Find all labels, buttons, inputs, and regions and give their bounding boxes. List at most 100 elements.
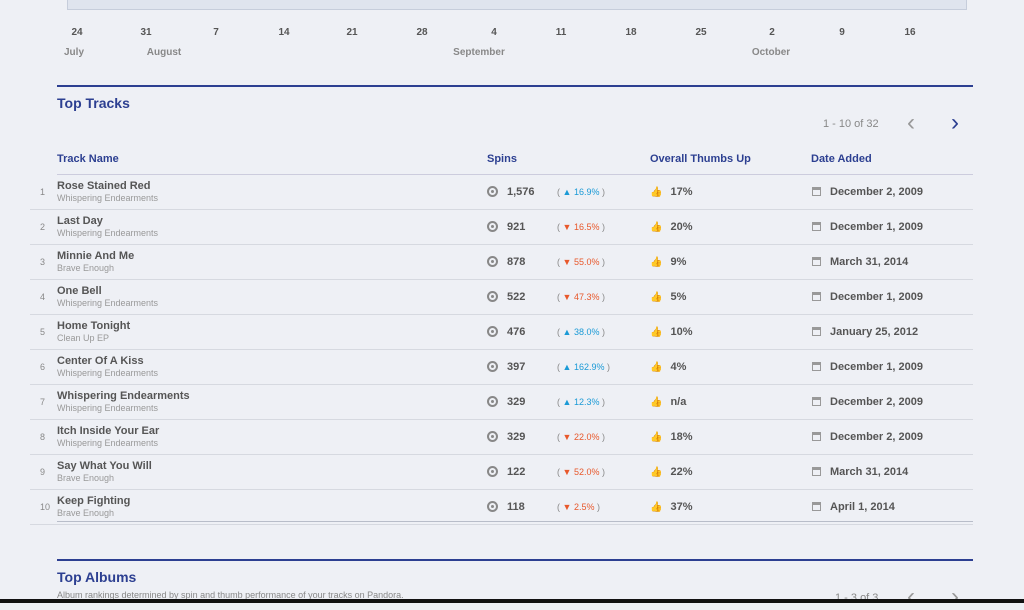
thumbs-value: n/a [670, 396, 687, 408]
track-cell: Itch Inside Your Ear Whispering Endearmen… [57, 419, 487, 455]
calendar-icon [812, 292, 821, 301]
top-tracks-table: 1 Rose Stained Red Whispering Endearments 1… [30, 175, 973, 525]
spin-disc-icon [487, 291, 498, 302]
track-cell: Keep Fighting Brave Enough [57, 489, 487, 525]
timeline-month: October [751, 47, 791, 58]
up-arrow-icon: ▲ [562, 187, 572, 197]
track-title[interactable]: Last Day [57, 215, 103, 227]
spin-count: 1,576 [507, 186, 535, 198]
thumbs-cell: 👍 n/a [650, 384, 812, 420]
spin-count: 118 [507, 501, 525, 513]
track-title[interactable]: One Bell [57, 285, 102, 297]
date-cell: December 1, 2009 [812, 209, 973, 245]
track-rank: 4 [30, 279, 57, 315]
thumbs-value: 18% [670, 431, 693, 443]
track-title[interactable]: Keep Fighting [57, 495, 131, 507]
track-rank: 7 [30, 384, 57, 420]
track-album: Whispering Endearments [57, 403, 159, 413]
down-arrow-icon: ▼ [562, 432, 572, 442]
col-spins[interactable]: Spins [487, 153, 517, 165]
track-rank: 5 [30, 314, 57, 350]
thumbs-cell: 👍 17% [650, 175, 812, 210]
track-title[interactable]: Center Of A Kiss [57, 355, 144, 367]
track-album: Whispering Endearments [57, 368, 159, 378]
track-rank: 9 [30, 454, 57, 490]
albums-prev-page-icon[interactable]: ‹ [907, 583, 915, 610]
track-title[interactable]: Say What You Will [57, 460, 152, 472]
track-cell: One Bell Whispering Endearments [57, 279, 487, 315]
up-arrow-icon: ▲ [562, 397, 572, 407]
spins-cell: 397 [487, 349, 557, 385]
thumbs-up-icon: 👍 [650, 187, 663, 198]
table-row: 10 Keep Fighting Brave Enough 118 ( ▼ 2.5% )… [30, 489, 973, 525]
thumbs-cell: 👍 37% [650, 489, 812, 525]
next-page-icon[interactable]: › [951, 109, 959, 136]
timeline-tick: 4 [491, 27, 497, 38]
spin-change: ( ▼ 55.0% ) [557, 244, 650, 280]
timeline-tick: 14 [278, 27, 290, 38]
albums-next-page-icon[interactable]: › [951, 583, 959, 610]
track-cell: Center Of A Kiss Whispering Endearments [57, 349, 487, 385]
spin-count: 522 [507, 291, 526, 303]
calendar-icon [812, 257, 821, 266]
calendar-icon [812, 502, 821, 511]
date-added-value: December 1, 2009 [830, 361, 923, 373]
thumbs-cell: 👍 4% [650, 349, 812, 385]
track-title[interactable]: Whispering Endearments [57, 390, 190, 402]
timeline-tick: 31 [140, 27, 152, 38]
spin-disc-icon [487, 256, 498, 267]
thumbs-up-icon: 👍 [650, 257, 663, 268]
col-thumbs-up[interactable]: Overall Thumbs Up [650, 153, 751, 165]
track-album: Whispering Endearments [57, 228, 159, 238]
thumbs-value: 20% [670, 221, 693, 233]
spins-cell: 329 [487, 419, 557, 455]
track-rank: 8 [30, 419, 57, 455]
spin-disc-icon [487, 466, 498, 477]
calendar-icon [812, 432, 821, 441]
date-cell: March 31, 2014 [812, 244, 973, 280]
thumbs-up-icon: 👍 [650, 397, 663, 408]
spin-disc-icon [487, 186, 498, 197]
calendar-icon [812, 397, 821, 406]
track-title[interactable]: Minnie And Me [57, 250, 135, 262]
spin-disc-icon [487, 501, 498, 512]
spin-change-value: 16.5% [573, 222, 600, 232]
thumbs-cell: 👍 20% [650, 209, 812, 245]
timeline-tick: 24 [71, 27, 83, 38]
date-added-value: January 25, 2012 [830, 326, 919, 338]
spin-change: ( ▼ 47.3% ) [557, 279, 650, 315]
track-cell: Rose Stained Red Whispering Endearments [57, 175, 487, 210]
table-row: 8 Itch Inside Your Ear Whispering Endearme… [30, 419, 973, 455]
spin-change-value: 22.0% [573, 432, 600, 442]
table-row: 1 Rose Stained Red Whispering Endearments 1… [30, 175, 973, 210]
col-date-added[interactable]: Date Added [811, 153, 872, 165]
col-track-name[interactable]: Track Name [57, 153, 119, 165]
timeline-month: August [146, 47, 182, 58]
track-title[interactable]: Home Tonight [57, 320, 131, 332]
top-albums-title: Top Albums [57, 569, 137, 585]
calendar-icon [812, 467, 821, 476]
timeline-tick: 11 [555, 27, 567, 38]
top-albums-rule [57, 559, 973, 561]
spin-change: ( ▼ 22.0% ) [557, 419, 650, 455]
spin-count: 397 [507, 361, 526, 373]
window-bottom-edge [0, 599, 1024, 603]
track-title[interactable]: Itch Inside Your Ear [57, 425, 160, 437]
date-added-value: December 1, 2009 [830, 221, 923, 233]
track-album: Brave Enough [57, 263, 115, 273]
calendar-icon [812, 327, 821, 336]
spin-disc-icon [487, 361, 498, 372]
date-added-value: December 2, 2009 [830, 396, 923, 408]
prev-page-icon[interactable]: ‹ [907, 109, 915, 136]
spin-change: ( ▲ 162.9% ) [557, 349, 650, 385]
track-rank: 1 [30, 175, 57, 210]
track-title[interactable]: Rose Stained Red [57, 180, 151, 192]
thumbs-up-icon: 👍 [650, 467, 663, 478]
timeline-tick: 7 [213, 27, 219, 38]
track-rank: 2 [30, 209, 57, 245]
spins-cell: 878 [487, 244, 557, 280]
spin-change-value: 47.3% [573, 292, 600, 302]
table-row: 7 Whispering Endearments Whispering Endear… [30, 384, 973, 420]
track-rank: 3 [30, 244, 57, 280]
spin-change-value: 16.9% [573, 187, 600, 197]
